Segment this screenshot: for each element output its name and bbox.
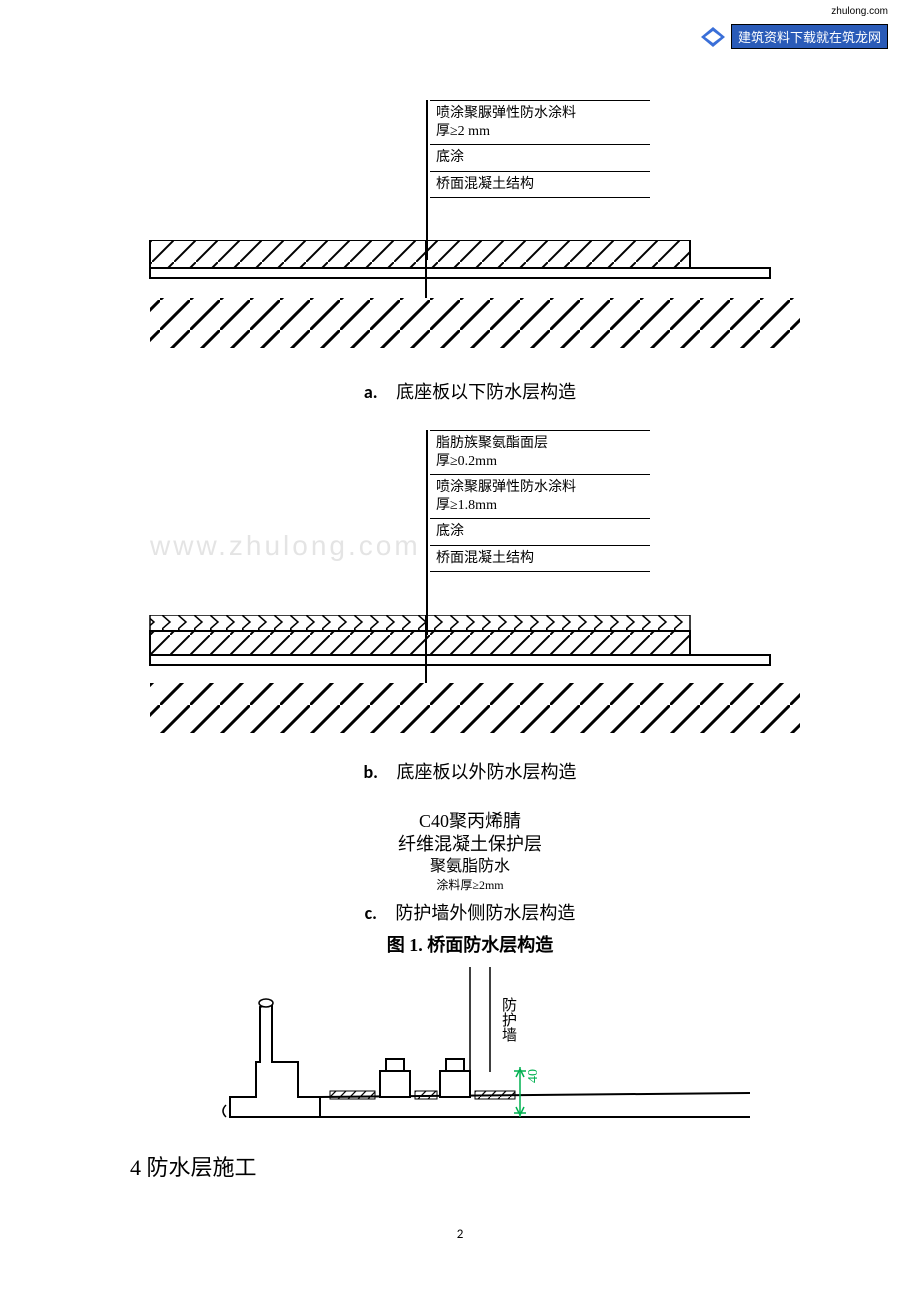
section-4-heading: 4 防水层施工 <box>130 1150 257 1182</box>
caption-a-letter: a. <box>364 381 378 403</box>
diagram-c-top-labels: C40聚丙烯腈 纤维混凝土保护层 聚氨脂防水 涂料厚≥2mm <box>130 810 810 893</box>
banner-text: 建筑资料下载就在筑龙网 <box>731 24 888 49</box>
caption-a-text: 底座板以下防水层构造 <box>396 382 576 402</box>
watermark-text: www.zhulong.com <box>150 530 421 562</box>
caption-c-text: 防护墙外侧防水层构造 <box>395 903 575 923</box>
diagram-b-section <box>130 615 810 745</box>
diagram-a-label-0: 喷涂聚脲弹性防水涂料 厚≥2 mm <box>430 101 650 145</box>
c-label-3: 涂料厚≥2mm <box>130 878 810 894</box>
caption-b-text: 底座板以外防水层构造 <box>396 762 576 782</box>
diagram-b-label-stack: 脂肪族聚氨酯面层 厚≥0.2mm 喷涂聚脲弹性防水涂料 厚≥1.8mm 底涂 桥… <box>430 430 650 572</box>
c-label-2: 聚氨脂防水 <box>130 857 810 878</box>
diagram-b: 脂肪族聚氨酯面层 厚≥0.2mm 喷涂聚脲弹性防水涂料 厚≥1.8mm 底涂 桥… <box>130 430 810 740</box>
banner-logo-icon <box>699 25 727 49</box>
diagram-a-label-1: 底涂 <box>430 145 650 172</box>
page-number: 2 <box>457 1227 464 1242</box>
diagram-a: 喷涂聚脲弹性防水涂料 厚≥2 mm 底涂 桥面混凝土结构 <box>130 100 810 360</box>
diagram-a-leader-line <box>426 100 428 260</box>
caption-b-letter: b. <box>364 761 378 783</box>
diagram-a-caption: a. 底座板以下防水层构造 <box>130 378 810 404</box>
caption-c-letter: c. <box>365 902 377 924</box>
diagram-a-label-2: 桥面混凝土结构 <box>430 172 650 199</box>
diagram-c-caption: c. 防护墙外侧防水层构造 <box>130 899 810 925</box>
c-label-1: 纤维混凝土保护层 <box>130 833 810 856</box>
diagram-c: 防护墙 40 <box>190 967 750 1167</box>
dimension-40: 40 <box>526 1069 542 1083</box>
diagram-c-svg <box>190 967 750 1157</box>
diagram-b-leader-line <box>426 430 428 635</box>
c-label-0: C40聚丙烯腈 <box>130 810 810 833</box>
diagram-b-label-1: 喷涂聚脲弹性防水涂料 厚≥1.8mm <box>430 475 650 519</box>
diagram-b-label-0: 脂肪族聚氨酯面层 厚≥0.2mm <box>430 431 650 475</box>
figure-1-title: 图 1. 桥面防水层构造 <box>130 931 810 957</box>
page-content: 喷涂聚脲弹性防水涂料 厚≥2 mm 底涂 桥面混凝土结构 <box>130 100 810 1167</box>
diagram-a-label-stack: 喷涂聚脲弹性防水涂料 厚≥2 mm 底涂 桥面混凝土结构 <box>430 100 650 198</box>
diagram-b-label-3: 桥面混凝土结构 <box>430 546 650 573</box>
banner-domain-text: zhulong.com <box>831 6 888 17</box>
diagram-b-label-2: 底涂 <box>430 519 650 546</box>
diagram-b-caption: b. 底座板以外防水层构造 <box>130 758 810 784</box>
site-banner: 建筑资料下载就在筑龙网 <box>699 24 888 49</box>
wall-vertical-label: 防护墙 <box>498 997 519 1042</box>
diagram-a-section <box>130 240 810 360</box>
